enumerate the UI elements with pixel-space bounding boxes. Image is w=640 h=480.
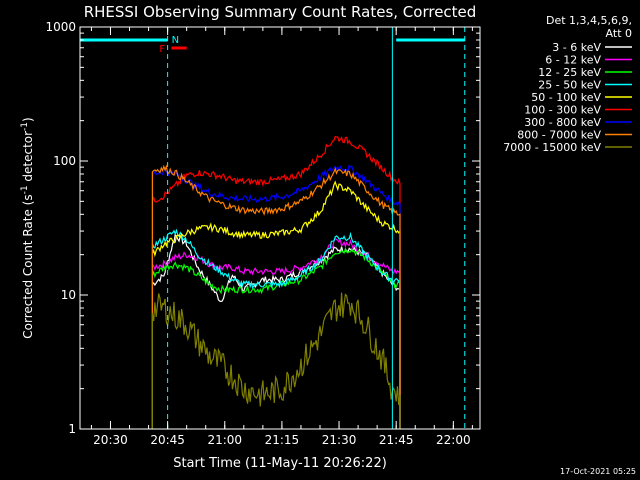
series-line-8 [151,164,401,429]
legend-header-line1: Det 1,3,4,5,6,9, [546,14,632,27]
chart-title: RHESSI Observing Summary Count Rates, Co… [84,3,477,21]
legend-item-label: 100 - 300 keV [524,104,601,117]
generation-timestamp: 17-Oct-2021 05:25 [560,467,636,476]
y-tick-label: 1000 [45,20,76,34]
x-tick-label: 20:30 [93,433,128,447]
series-line-1 [151,233,401,429]
night-marker-label: N [172,35,179,46]
x-tick-label: 20:45 [150,433,185,447]
x-axis: 20:30 20:45 21:00 21:15 21:30 21:45 22:00 [90,27,473,447]
series-line-9 [151,292,401,429]
series-line-3 [151,247,401,429]
x-tick-label: 21:15 [265,433,300,447]
plot-frame [79,26,481,430]
y-axis-label-sup2: -1 [20,122,30,131]
y-axis-label-part3: ) [21,117,35,122]
y-tick-label: 10 [61,288,76,302]
y-axis-label-sup1: -1 [20,185,30,194]
legend-item-label: 3 - 6 keV [552,41,601,54]
legend-item-label: 50 - 100 keV [531,91,601,104]
legend-item-label: 300 - 800 keV [524,116,601,129]
legend-item-label: 25 - 50 keV [538,79,601,92]
x-tick-label: 21:45 [379,433,414,447]
series-line-5 [151,180,401,429]
y-axis-label-part1: Corrected Count Rate (s [21,194,35,338]
series-line-6 [151,135,401,429]
legend-item-label: 800 - 7000 keV [517,129,601,142]
flare-marker-label: F [159,44,165,55]
series-line-4 [151,228,401,429]
legend-item-label: 12 - 25 keV [538,66,601,79]
x-tick-label: 21:30 [322,433,357,447]
y-axis-label: Corrected Count Rate (s-1 detector-1) [20,117,35,338]
legend-item-label: 6 - 12 keV [545,54,601,67]
x-axis-label: Start Time (11-May-11 20:26:22) [173,456,387,471]
legend-header-line2: Att 0 [606,27,632,40]
y-tick-label: 1 [68,422,76,436]
series-layer [151,135,401,429]
x-tick-label: 21:00 [207,433,242,447]
y-tick-label: 100 [53,154,76,168]
y-axis: 1 10 100 1000 [45,20,480,436]
x-tick-label: 22:00 [436,433,471,447]
y-axis-label-part2: detector [21,131,35,186]
legend-item-label: 7000 - 15000 keV [503,141,601,154]
